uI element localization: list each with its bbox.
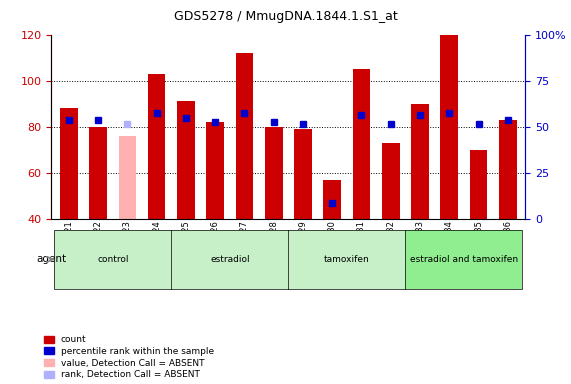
- Bar: [323, 180, 341, 219]
- Bar: [236, 53, 254, 219]
- Legend: count, percentile rank within the sample, value, Detection Call = ABSENT, rank, : count, percentile rank within the sample…: [45, 335, 214, 379]
- Text: agent: agent: [37, 255, 67, 265]
- Bar: [265, 127, 283, 219]
- Bar: [119, 136, 136, 219]
- Bar: [148, 74, 166, 219]
- Bar: [405, 230, 522, 289]
- Text: estradiol: estradiol: [210, 255, 250, 264]
- Bar: [54, 230, 171, 289]
- Bar: [499, 120, 517, 219]
- Bar: [207, 122, 224, 219]
- Text: tamoxifen: tamoxifen: [324, 255, 370, 264]
- Bar: [90, 127, 107, 219]
- Bar: [54, 230, 522, 289]
- Text: estradiol and tamoxifen: estradiol and tamoxifen: [410, 255, 518, 264]
- Bar: [382, 143, 400, 219]
- Bar: [171, 230, 288, 289]
- Text: control: control: [97, 255, 128, 264]
- Bar: [288, 230, 405, 289]
- Bar: [177, 101, 195, 219]
- Bar: [470, 150, 487, 219]
- Bar: [411, 104, 429, 219]
- Bar: [440, 35, 458, 219]
- Bar: [60, 108, 78, 219]
- Text: GDS5278 / MmugDNA.1844.1.S1_at: GDS5278 / MmugDNA.1844.1.S1_at: [174, 10, 397, 23]
- Bar: [294, 129, 312, 219]
- Bar: [353, 69, 370, 219]
